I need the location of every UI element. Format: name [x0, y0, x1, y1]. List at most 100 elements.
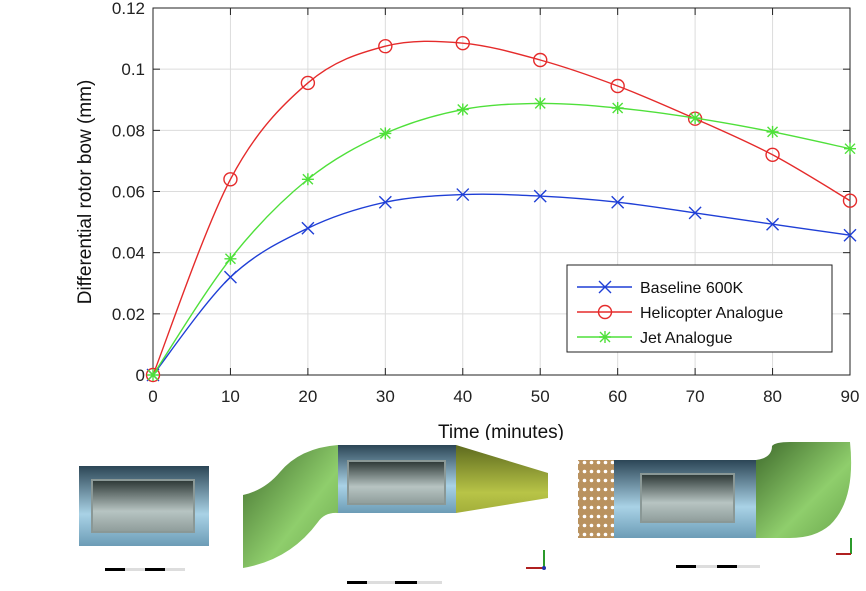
marker-stroke	[301, 221, 315, 235]
marker-cross	[611, 195, 625, 209]
x-tick-label: 40	[453, 387, 472, 406]
x-tick-label: 10	[221, 387, 240, 406]
marker-cross	[301, 221, 315, 235]
marker-circle	[455, 35, 470, 51]
marker-asterisk	[844, 142, 856, 155]
marker-stroke	[597, 304, 613, 320]
marker-cross	[598, 280, 612, 294]
y-tick-label: 0.04	[112, 244, 145, 263]
marker-cross	[223, 270, 237, 284]
series-group	[145, 35, 858, 383]
marker-stroke	[378, 195, 392, 209]
marker-stroke	[765, 147, 780, 163]
marker-stroke	[223, 172, 238, 187]
marker-asterisk	[301, 173, 314, 186]
marker-stroke	[766, 125, 779, 138]
marker-stroke	[455, 35, 470, 51]
x-tick-label: 50	[531, 387, 550, 406]
marker-stroke	[301, 173, 314, 186]
y-tick-label: 0.06	[112, 183, 145, 202]
marker-cross	[688, 206, 702, 220]
marker-stroke	[610, 78, 625, 94]
scale-bar	[347, 581, 442, 584]
y-tick-label: 0.08	[112, 121, 145, 140]
marker-cross	[766, 217, 780, 231]
x-tick-label: 70	[686, 387, 705, 406]
legend-label: Jet Analogue	[640, 330, 733, 347]
marker-asterisk	[599, 331, 611, 343]
legend-label: Baseline 600K	[640, 280, 744, 297]
y-tick-label: 0.02	[112, 305, 145, 324]
marker-cross	[456, 188, 470, 202]
marker-circle	[378, 39, 393, 54]
marker-stroke	[456, 103, 469, 116]
marker-cross	[843, 228, 857, 242]
marker-asterisk	[456, 103, 469, 116]
legend-label: Helicopter Analogue	[640, 305, 783, 322]
ticks: 0 10 20 30 40 50 60 70 80 90 0 0.02 0.04 0.06 0.08 0.1 0…	[112, 0, 860, 406]
marker-stroke	[766, 217, 780, 231]
marker-stroke	[611, 102, 624, 115]
scale-bar	[676, 565, 760, 568]
y-tick-label: 0.1	[121, 60, 145, 79]
marker-stroke	[534, 97, 547, 110]
x-tick-label: 20	[298, 387, 317, 406]
marker-stroke	[533, 52, 548, 68]
marker-circle	[145, 367, 161, 383]
marker-cross	[533, 189, 547, 203]
marker-stroke	[842, 193, 858, 208]
marker-circle	[223, 172, 238, 187]
x-tick-label: 0	[148, 387, 157, 406]
marker-stroke	[224, 252, 237, 265]
marker-circle	[765, 147, 780, 163]
series-line	[152, 193, 851, 376]
marker-circle	[610, 78, 625, 94]
x-tick-label: 80	[763, 387, 782, 406]
series-jet-analogue	[147, 97, 856, 381]
legend-entry: Helicopter Analogue	[577, 304, 783, 322]
marker-stroke	[688, 206, 702, 220]
marker-stroke	[300, 75, 316, 91]
marker-asterisk	[534, 97, 547, 110]
marker-stroke	[599, 331, 611, 343]
y-tick-label: 0.12	[112, 0, 145, 18]
marker-asterisk	[689, 112, 702, 125]
marker-circle	[597, 304, 613, 320]
marker-cross	[378, 195, 392, 209]
series-helicopter-analogue	[145, 35, 858, 383]
helicopter-analogue-render	[243, 445, 548, 584]
marker-stroke	[689, 112, 702, 125]
rotor-configuration-renders	[79, 442, 852, 584]
marker-stroke	[223, 270, 237, 284]
marker-stroke	[844, 142, 856, 155]
marker-asterisk	[766, 125, 779, 138]
marker-stroke	[378, 39, 393, 54]
baseline-render	[79, 466, 209, 571]
marker-stroke	[456, 188, 470, 202]
marker-circle	[300, 75, 316, 91]
x-axis-label: Time (minutes)	[438, 422, 564, 440]
legend-entry: Jet Analogue	[577, 330, 733, 347]
y-tick-label: 0	[136, 366, 145, 385]
x-tick-label: 60	[608, 387, 627, 406]
marker-stroke	[843, 228, 857, 242]
marker-stroke	[533, 189, 547, 203]
marker-asterisk	[224, 252, 237, 265]
series-line	[152, 40, 851, 376]
marker-asterisk	[147, 369, 159, 381]
x-tick-label: 90	[841, 387, 860, 406]
x-tick-label: 30	[376, 387, 395, 406]
scale-bar	[105, 568, 185, 571]
legend: Baseline 600K Helicopter Analogue Jet Anal…	[566, 264, 833, 353]
series-line	[152, 102, 851, 376]
rotor-bow-chart: 0 10 20 30 40 50 60 70 80 90 0 0.02 0.04 0.06 0.08 0.1 0…	[75, 0, 860, 440]
legend-entry: Baseline 600K	[577, 280, 744, 297]
marker-asterisk	[379, 127, 392, 140]
axis-triad-icon	[836, 538, 852, 555]
y-axis-label: Differential rotor bow (mm)	[75, 80, 96, 305]
marker-circle	[842, 193, 858, 208]
marker-stroke	[379, 127, 392, 140]
marker-circle	[533, 52, 548, 68]
series-baseline-600k	[146, 188, 857, 382]
jet-analogue-render	[578, 442, 852, 568]
